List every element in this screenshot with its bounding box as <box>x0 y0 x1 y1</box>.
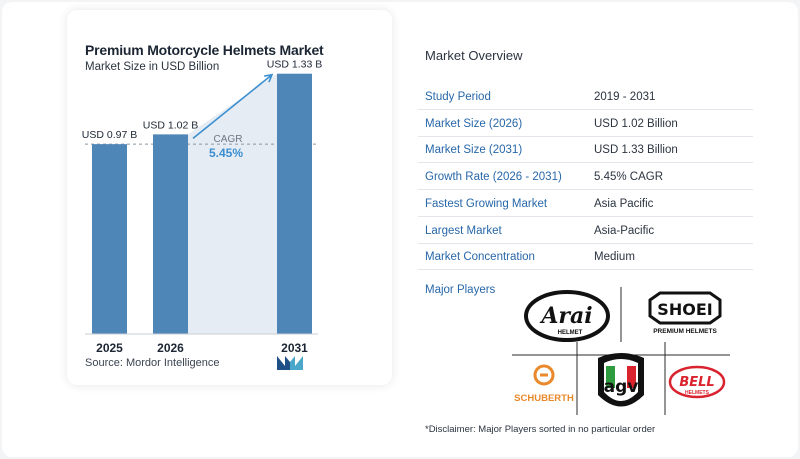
arai-logo-subtext: HELMET <box>558 330 583 336</box>
cagr-arrow-head-icon <box>263 73 274 83</box>
overview-row-value: USD 1.33 Billion <box>594 144 678 157</box>
bell-logo-text: BELL <box>679 375 714 390</box>
overview-row-key: Study Period <box>425 91 491 103</box>
category-label: 2031 <box>281 341 308 355</box>
overview-row-value: USD 1.02 Billion <box>594 117 678 130</box>
category-label: 2025 <box>96 341 123 355</box>
overview-row-key: Growth Rate (2026 - 2031) <box>425 171 562 184</box>
value-label: USD 1.02 B <box>143 119 198 131</box>
overview-row-value: Medium <box>594 251 635 264</box>
value-label: USD 1.33 B <box>267 59 322 71</box>
overview-row: Study Period 2019 - 2031 <box>418 84 753 110</box>
arai-logo-text: Arai <box>539 303 592 329</box>
overview-row: Growth Rate (2026 - 2031) 5.45% CAGR <box>418 164 753 191</box>
cagr-arrow <box>192 74 273 139</box>
bell-logo-icon: BELL HELMETS <box>668 365 726 399</box>
source-text: Source: Mordor Intelligence <box>85 357 220 369</box>
overview-row-value: 2019 - 2031 <box>594 91 656 103</box>
agv-logo-text: agv <box>604 377 639 397</box>
overview-row-value: Asia Pacific <box>594 197 654 210</box>
shoei-logo-subtext: PREMIUM HELMETS <box>653 328 717 335</box>
overview-row-key: Market Size (2031) <box>425 144 523 157</box>
overview-title: Market Overview <box>425 48 523 63</box>
category-label: 2026 <box>157 341 184 355</box>
arai-logo-icon: Arai HELMET <box>524 290 610 342</box>
cagr-label: CAGR <box>214 134 243 145</box>
overview-row-key: Market Concentration <box>425 251 535 264</box>
chart-title: Premium Motorcycle Helmets Market <box>85 42 324 58</box>
agv-logo-icon: agv <box>598 353 644 407</box>
schuberth-logo-text: SCHUBERTH <box>514 393 574 404</box>
overview-row: Market Size (2026) USD 1.02 Billion <box>418 111 753 137</box>
overview-row: Fastest Growing Market Asia Pacific <box>418 191 753 217</box>
cagr-value: 5.45% <box>209 146 243 160</box>
mordor-logo-icon <box>277 356 303 370</box>
value-label: USD 0.97 B <box>82 129 137 141</box>
overview-row-key: Fastest Growing Market <box>425 197 548 210</box>
shoei-logo-text: SHOEI <box>657 300 712 319</box>
bell-logo-subtext: HELMETS <box>685 390 710 396</box>
overview-row-key: Largest Market <box>425 224 502 237</box>
shoei-logo-icon: SHOEI PREMIUM HELMETS <box>648 291 722 335</box>
disclaimer-text: *Disclaimer: Major Players sorted in no … <box>425 424 656 435</box>
schuberth-logo-icon: SCHUBERTH <box>514 364 574 404</box>
overview-row-value: Asia-Pacific <box>594 224 655 237</box>
bar-2026 <box>153 134 188 334</box>
overview-row: Largest Market Asia-Pacific <box>418 218 753 244</box>
overview-row-value: 5.45% CAGR <box>594 171 664 184</box>
overview-row-key: Market Size (2026) <box>425 117 523 130</box>
major-players-label: Major Players <box>425 284 496 296</box>
growth-area <box>188 73 277 334</box>
bar-2031 <box>277 73 312 334</box>
bar-2025 <box>92 144 127 334</box>
overview-row: Market Concentration Medium <box>418 244 753 271</box>
chart-subtitle: Market Size in USD Billion <box>85 61 220 73</box>
overview-row: Market Size (2031) USD 1.33 Billion <box>418 137 753 164</box>
